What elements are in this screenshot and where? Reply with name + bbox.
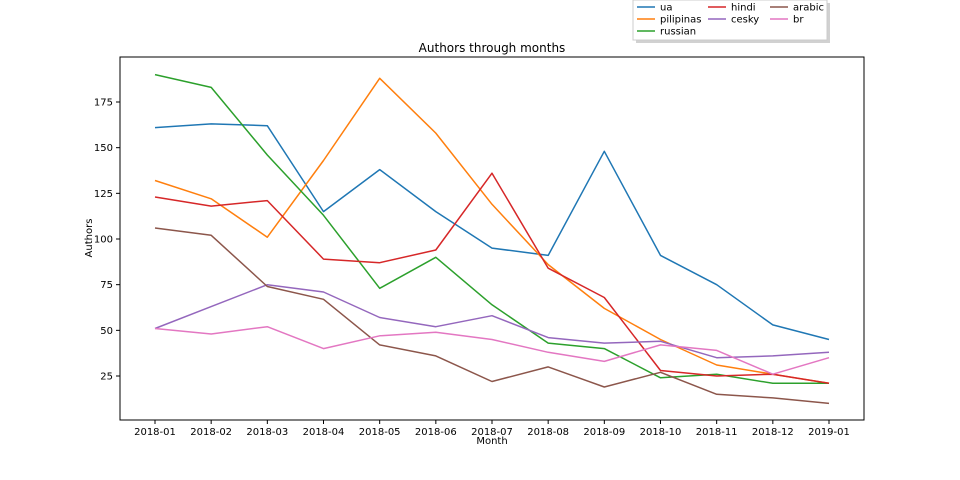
y-axis: 25 50 75 100 125 150 175 bbox=[94, 98, 120, 383]
series-line-russian bbox=[154, 73, 829, 385]
legend-label-arabic: arabic bbox=[793, 3, 824, 14]
y-tick-label: 150 bbox=[94, 143, 113, 154]
x-tick-label: 2018-05 bbox=[359, 427, 401, 438]
x-tick-label: 2018-10 bbox=[640, 427, 682, 438]
x-tick-label: 2018-03 bbox=[246, 427, 288, 438]
series-line-ua bbox=[154, 123, 830, 341]
chart-title: Authors through months bbox=[419, 41, 566, 55]
y-tick-label: 50 bbox=[100, 326, 113, 337]
x-tick-label: 2019-01 bbox=[808, 427, 850, 438]
y-tick-label: 75 bbox=[100, 280, 113, 291]
x-tick-label: 2018-07 bbox=[471, 427, 513, 438]
y-tick-label: 125 bbox=[94, 189, 113, 200]
x-tick-label: 2018-08 bbox=[527, 427, 569, 438]
y-tick-label: 100 bbox=[94, 235, 113, 246]
x-tick-label: 2018-04 bbox=[303, 427, 345, 438]
legend-box bbox=[632, 0, 828, 41]
x-tick-label: 2018-06 bbox=[415, 427, 457, 438]
x-tick-label: 2018-02 bbox=[190, 427, 232, 438]
x-axis: 2018-01 2018-02 2018-03 2018-04 2018-05 2018-… bbox=[134, 420, 850, 438]
y-axis-label: Authors bbox=[84, 219, 95, 258]
series-line-cesky bbox=[154, 283, 830, 359]
legend-label-pilipinas: pilipinas bbox=[660, 15, 701, 26]
y-tick-label: 25 bbox=[100, 372, 113, 383]
legend-label-br: br bbox=[793, 15, 804, 26]
y-tick-label: 175 bbox=[94, 98, 113, 109]
series-line-pilipinas bbox=[154, 77, 830, 385]
legend-label-ua: ua bbox=[660, 3, 672, 14]
legend-label-russian: russian bbox=[660, 27, 696, 38]
x-tick-label: 2018-09 bbox=[583, 427, 625, 438]
series-line-hindi bbox=[154, 172, 830, 385]
legend-label-hindi: hindi bbox=[731, 3, 756, 14]
x-tick-label: 2018-11 bbox=[696, 427, 738, 438]
series-group bbox=[154, 73, 830, 405]
series-line-arabic bbox=[154, 227, 830, 405]
x-tick-label: 2018-01 bbox=[134, 427, 176, 438]
x-tick-label: 2018-12 bbox=[752, 427, 794, 438]
x-axis-label: Month bbox=[476, 436, 507, 447]
series-line-br bbox=[154, 325, 830, 375]
legend-label-cesky: cesky bbox=[731, 15, 759, 26]
